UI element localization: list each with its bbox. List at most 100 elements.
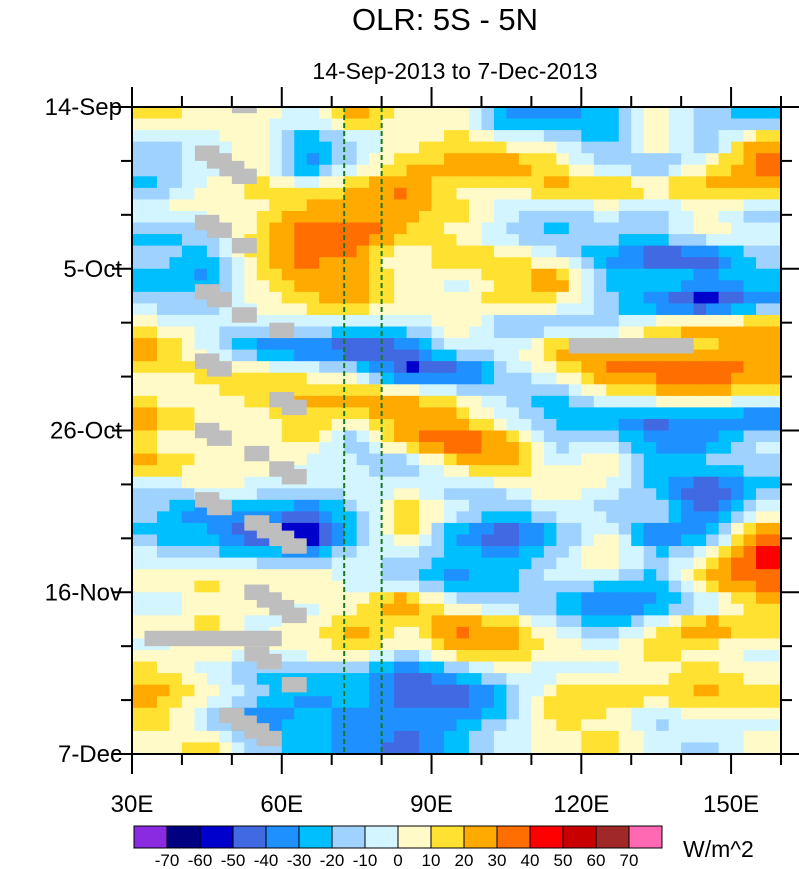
heatmap-cell [132,511,146,524]
heatmap-cell [406,615,420,628]
heatmap-cell [231,684,245,697]
heatmap-cell [294,199,308,212]
heatmap-cell [406,210,420,224]
heatmap-cell [444,280,458,293]
heatmap-cell [706,615,720,628]
heatmap-cell [369,153,383,166]
heatmap-cell [693,522,707,536]
heatmap-cell [369,546,383,559]
heatmap-cell [269,176,283,189]
heatmap-cell [281,511,295,524]
heatmap-cell [481,257,495,270]
heatmap-cell [132,280,146,293]
heatmap-cell [631,187,645,201]
heatmap-cell [456,349,470,362]
heatmap-cell [406,730,420,744]
heatmap-cell [731,372,745,385]
heatmap-cell [132,326,146,339]
heatmap-cell [693,164,707,177]
heatmap-cell [631,257,645,270]
heatmap-cell [581,280,595,293]
heatmap-cell [156,603,171,616]
heatmap-cell [319,696,333,709]
heatmap-cell [344,476,358,489]
heatmap-cell [756,522,770,536]
heatmap-cell [306,476,320,489]
heatmap-cell [456,153,470,166]
heatmap-cell [493,407,508,420]
heatmap-cell [169,314,183,328]
heatmap-cell [656,407,670,420]
heatmap-cell [556,338,570,351]
heatmap-cell [256,130,270,143]
heatmap-cell [581,153,595,166]
heatmap-cell [231,453,245,466]
heatmap-cell [344,626,358,640]
heatmap-cell [206,187,220,201]
heatmap-cell [306,395,320,408]
heatmap-cell [269,499,283,512]
heatmap-cell [768,384,782,397]
heatmap-cell [281,719,295,732]
heatmap-cell [668,684,682,697]
heatmap-cell [431,280,445,293]
heatmap-cell [468,153,483,166]
heatmap-cell [593,257,607,270]
heatmap-cell [706,176,720,189]
heatmap-cell [631,603,645,616]
heatmap-cell [394,696,408,709]
heatmap-cell [431,187,445,201]
heatmap-cell [743,534,757,547]
heatmap-cell [593,176,607,189]
heatmap-cell [481,661,495,674]
heatmap-cell [406,245,420,258]
heatmap-cell [743,176,757,189]
heatmap-cell [356,418,370,432]
heatmap-cell [356,430,370,443]
heatmap-cell [456,234,470,247]
heatmap-cell [493,534,508,547]
heatmap-cell [656,141,670,154]
heatmap-cell [319,176,333,189]
heatmap-cell [444,476,458,489]
heatmap-cell [531,696,545,709]
heatmap-cell [344,592,358,605]
heatmap-cell [231,534,245,547]
heatmap-cell [132,684,146,697]
heatmap-cell [144,349,158,362]
heatmap-cell [444,522,458,536]
heatmap-cell [506,430,520,443]
heatmap-cell [768,661,782,674]
heatmap-cell [356,268,370,281]
heatmap-cell [294,730,308,744]
heatmap-cell [219,257,233,270]
heatmap-cell [306,338,320,351]
heatmap-cell [219,603,233,616]
heatmap-cell [169,696,183,709]
heatmap-cell [194,580,208,593]
heatmap-cell [593,141,607,154]
heatmap-cell [356,384,370,397]
heatmap-cell [643,234,657,247]
heatmap-cell [306,418,320,432]
heatmap-cell [543,615,557,628]
heatmap-cell [256,569,270,582]
heatmap-cell [319,742,333,755]
heatmap-cell [481,580,495,593]
heatmap-cell [731,707,745,720]
heatmap-cell [581,592,595,605]
heatmap-cell [768,349,782,362]
heatmap-cell [431,176,445,189]
heatmap-cell [606,314,620,328]
heatmap-cell [356,488,370,501]
heatmap-cell [481,361,495,374]
heatmap-cell [169,488,183,501]
heatmap-cell [156,673,171,686]
heatmap-cell [294,569,308,582]
heatmap-cell [706,326,720,339]
heatmap-cell [606,130,620,143]
heatmap-cell [618,522,632,536]
heatmap-cell [656,418,670,432]
heatmap-cell [631,499,645,512]
